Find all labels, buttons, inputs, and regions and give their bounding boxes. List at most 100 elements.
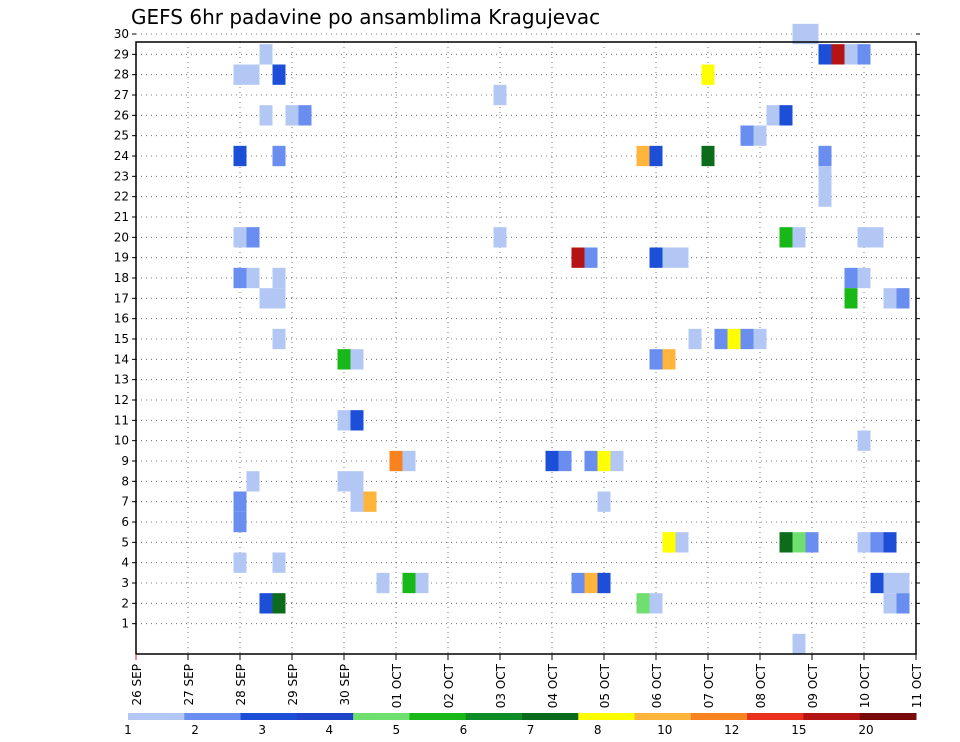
- colorbar-swatch: [803, 713, 861, 720]
- heatmap-cell: [233, 491, 247, 512]
- colorbar-label: 4: [325, 723, 333, 737]
- colorbar-label: 15: [791, 723, 806, 737]
- y-tick-label: 8: [121, 474, 129, 488]
- heatmap-cell: [636, 145, 650, 167]
- heatmap-cell: [584, 572, 598, 594]
- y-axis-ticks: 1234567891011121314151617181920212223242…: [114, 27, 920, 631]
- heatmap-cell: [259, 288, 273, 309]
- x-tick-label: 02 OCT: [442, 663, 456, 708]
- heatmap-cell: [584, 247, 598, 268]
- heatmap-cell: [818, 44, 832, 65]
- heatmap-cells: [233, 23, 910, 655]
- colorbar-swatch: [578, 713, 636, 720]
- y-tick-label: 13: [114, 373, 129, 387]
- heatmap-cell: [493, 227, 507, 248]
- heatmap-cell: [649, 349, 663, 370]
- x-tick-label: 30 SEP: [338, 664, 352, 706]
- heatmap-cell: [870, 227, 884, 248]
- grid-lines: [136, 33, 916, 654]
- y-tick-label: 26: [114, 108, 129, 122]
- x-tick-label: 04 OCT: [546, 663, 560, 708]
- colorbar-legend: 1 2 3 4 5 6 7 8 10 12 15 20: [124, 713, 917, 737]
- heatmap-cell: [857, 532, 871, 553]
- heatmap-cell: [818, 145, 832, 167]
- y-tick-label: 4: [121, 556, 129, 570]
- y-tick-label: 30: [114, 27, 129, 41]
- x-tick-label: 01 OCT: [390, 663, 404, 708]
- y-tick-label: 10: [114, 434, 129, 448]
- heatmap-cell: [363, 491, 377, 512]
- colorbar-label: 12: [724, 723, 739, 737]
- heatmap-cell: [857, 430, 871, 451]
- colorbar-label: 6: [460, 723, 468, 737]
- x-tick-label: 27 SEP: [182, 664, 196, 706]
- colorbar-swatch: [465, 713, 523, 720]
- colorbar-label: 8: [594, 723, 602, 737]
- colorbar-swatch: [690, 713, 748, 720]
- colorbar-label: 10: [657, 723, 672, 737]
- heatmap-cell: [246, 64, 260, 85]
- heatmap-cell: [740, 125, 754, 146]
- colorbar-swatch: [240, 713, 298, 720]
- y-tick-label: 22: [114, 190, 129, 204]
- y-tick-label: 23: [114, 169, 129, 183]
- heatmap-cell: [792, 227, 806, 248]
- heatmap-cell: [350, 471, 364, 492]
- heatmap-cell: [350, 491, 364, 512]
- y-tick-label: 25: [114, 129, 129, 143]
- heatmap-cell: [246, 267, 260, 289]
- heatmap-cell: [350, 349, 364, 370]
- y-tick-label: 2: [121, 596, 129, 610]
- heatmap-cell: [727, 328, 741, 350]
- heatmap-cell: [259, 105, 273, 126]
- heatmap-cell: [376, 572, 390, 594]
- heatmap-cell: [649, 593, 663, 614]
- heatmap-cell: [649, 247, 663, 268]
- heatmap-cell: [753, 125, 767, 146]
- heatmap-cell: [870, 532, 884, 553]
- heatmap-cell: [597, 491, 611, 512]
- colorbar-label: 1: [124, 723, 132, 737]
- x-tick-label: 26 SEP: [130, 664, 144, 706]
- y-tick-label: 29: [114, 47, 129, 61]
- heatmap-cell: [818, 166, 832, 187]
- heatmap-cell: [350, 410, 364, 431]
- y-tick-label: 20: [114, 230, 129, 244]
- heatmap-cell: [493, 84, 507, 106]
- heatmap-cell: [233, 145, 247, 167]
- heatmap-cell: [701, 64, 715, 85]
- chart-title: GEFS 6hr padavine po ansamblima Kragujev…: [131, 5, 600, 29]
- colorbar-swatch: [296, 713, 354, 720]
- y-tick-label: 14: [114, 352, 129, 366]
- heatmap-cell: [870, 572, 884, 594]
- heatmap-cell: [766, 105, 780, 126]
- heatmap-cell: [246, 227, 260, 248]
- heatmap-cell: [415, 572, 429, 594]
- x-tick-label: 07 OCT: [702, 663, 716, 708]
- x-tick-label: 09 OCT: [806, 663, 820, 708]
- heatmap-cell: [545, 450, 559, 472]
- y-tick-label: 21: [114, 210, 129, 224]
- heatmap-cell: [805, 532, 819, 553]
- heatmap-cell: [896, 572, 910, 594]
- y-tick-label: 9: [121, 454, 129, 468]
- heatmap-cell: [857, 227, 871, 248]
- heatmap-cell: [883, 572, 897, 594]
- heatmap-cell: [584, 450, 598, 472]
- y-tick-label: 16: [114, 312, 129, 326]
- x-tick-label: 03 OCT: [494, 663, 508, 708]
- heatmap-cell: [337, 471, 351, 492]
- heatmap-cell: [896, 593, 910, 614]
- colorbar-label: 20: [858, 723, 873, 737]
- heatmap-cell: [272, 593, 286, 614]
- heatmap-cell: [675, 247, 689, 268]
- heatmap-cell: [779, 105, 793, 126]
- colorbar-swatch: [859, 713, 917, 720]
- heatmap-cell: [259, 593, 273, 614]
- y-tick-label: 7: [121, 495, 129, 509]
- heatmap-cell: [753, 328, 767, 350]
- y-tick-label: 27: [114, 88, 129, 102]
- heatmap-cell: [337, 410, 351, 431]
- x-tick-label: 29 SEP: [286, 664, 300, 706]
- heatmap-cell: [636, 593, 650, 614]
